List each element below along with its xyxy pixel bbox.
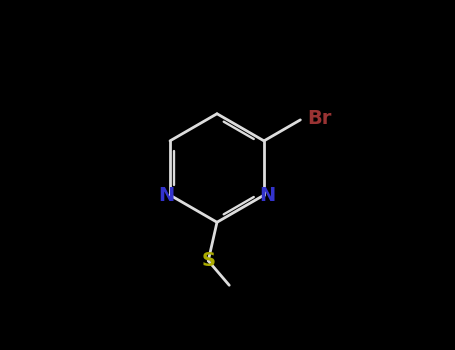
Text: N: N	[259, 186, 276, 205]
Text: N: N	[158, 186, 175, 205]
Text: S: S	[201, 251, 215, 270]
Text: Br: Br	[308, 108, 332, 128]
